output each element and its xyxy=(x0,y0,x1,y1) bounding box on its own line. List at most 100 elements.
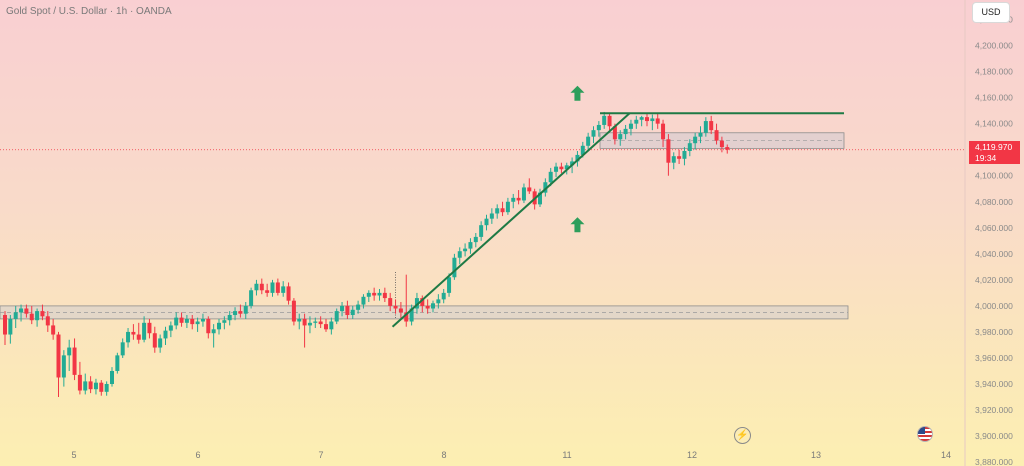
candle-body xyxy=(436,299,441,304)
candle-body xyxy=(115,355,120,371)
candle-body xyxy=(554,166,559,172)
candle-body xyxy=(511,197,516,202)
candle-body xyxy=(131,331,136,335)
y-tick-label: 4,100.000 xyxy=(975,171,1013,181)
x-tick-label: 8 xyxy=(441,450,446,460)
candle-body xyxy=(687,143,692,151)
candle-body xyxy=(719,140,724,148)
candle-body xyxy=(479,225,484,237)
candle-body xyxy=(249,290,254,306)
candle-body xyxy=(334,311,339,322)
arrow-up-icon xyxy=(570,85,585,101)
candle-body xyxy=(650,118,655,122)
candle-body xyxy=(714,130,719,141)
candle-body xyxy=(645,117,649,122)
candle-body xyxy=(447,277,452,293)
candle-body xyxy=(233,311,238,316)
trendline xyxy=(391,112,631,328)
candle-body xyxy=(158,338,163,348)
lightning-icon[interactable]: ⚡ xyxy=(734,427,751,444)
candle-body xyxy=(404,312,409,322)
candle-body xyxy=(500,208,505,213)
candle-body xyxy=(457,251,462,258)
candle-body xyxy=(366,292,371,297)
candle-body xyxy=(259,283,264,291)
candle-body xyxy=(329,321,334,330)
countdown-timer: 19:34 xyxy=(975,153,997,163)
candle-body xyxy=(441,292,446,300)
y-tick-label: 4,060.000 xyxy=(975,223,1013,233)
candle-body xyxy=(634,119,639,124)
candle-body xyxy=(24,308,29,314)
candle-body xyxy=(468,242,473,249)
candle-body xyxy=(297,318,302,322)
candle-body xyxy=(174,317,179,326)
candle-body xyxy=(93,382,98,390)
candle-body xyxy=(612,126,617,140)
candle-body xyxy=(120,342,125,356)
candle-body xyxy=(184,318,189,323)
candle-body xyxy=(238,311,243,314)
candle-body xyxy=(99,382,104,392)
candle-body xyxy=(538,192,542,205)
candle-body xyxy=(152,333,157,348)
candle-body xyxy=(382,292,387,299)
current-price: 4,119.970 xyxy=(975,142,1013,152)
y-tick-label: 3,920.000 xyxy=(975,405,1013,415)
candle-body xyxy=(51,325,56,335)
candle-body xyxy=(45,316,50,326)
candle-body xyxy=(586,136,591,146)
candle-body xyxy=(254,283,259,291)
candle-body xyxy=(61,355,66,378)
candle-body xyxy=(677,156,682,159)
candle-body xyxy=(414,298,419,309)
candle-body xyxy=(163,330,168,339)
y-tick-label: 4,160.000 xyxy=(975,93,1013,103)
currency-button[interactable]: USD xyxy=(972,2,1010,23)
candle-body xyxy=(725,147,730,150)
candle-body xyxy=(580,145,585,155)
candle-body xyxy=(484,218,489,226)
y-tick-label: 4,020.000 xyxy=(975,275,1013,285)
candle-body xyxy=(409,308,414,322)
candle-body xyxy=(67,347,72,356)
x-tick-label: 14 xyxy=(941,450,951,460)
candle-body xyxy=(147,322,152,334)
candle-body xyxy=(222,320,227,323)
candle-body xyxy=(661,123,666,140)
chart-title: Gold Spot / U.S. Dollar · 1h · OANDA xyxy=(6,6,172,17)
candle-body xyxy=(516,197,521,201)
candle-body xyxy=(72,347,77,375)
candle-body xyxy=(83,381,88,391)
candle-body xyxy=(307,322,312,326)
y-tick-label: 4,080.000 xyxy=(975,197,1013,207)
us-flag-icon[interactable] xyxy=(917,426,933,442)
candle-body xyxy=(281,286,286,293)
candle-body xyxy=(570,161,575,166)
candle-body xyxy=(110,370,114,384)
candle-body xyxy=(463,248,468,252)
candle-body xyxy=(361,296,366,305)
y-tick-label: 3,960.000 xyxy=(975,353,1013,363)
candle-body xyxy=(623,128,628,135)
candle-body xyxy=(703,121,708,133)
y-tick-label: 3,900.000 xyxy=(975,431,1013,441)
candle-body xyxy=(607,115,612,127)
candle-body xyxy=(190,318,195,325)
candle-body xyxy=(270,282,275,293)
candle-body xyxy=(40,311,45,317)
candle-body xyxy=(356,304,361,310)
candle-body xyxy=(19,308,24,313)
candle-body xyxy=(126,331,131,343)
candle-body xyxy=(227,315,232,321)
candle-body xyxy=(521,187,526,201)
arrow-up-icon xyxy=(570,217,585,233)
candle-body xyxy=(291,300,296,322)
y-tick-label: 4,180.000 xyxy=(975,67,1013,77)
candle-body xyxy=(142,322,147,340)
candle-body xyxy=(35,311,40,321)
candle-body xyxy=(693,136,698,144)
candle-body xyxy=(3,315,7,335)
